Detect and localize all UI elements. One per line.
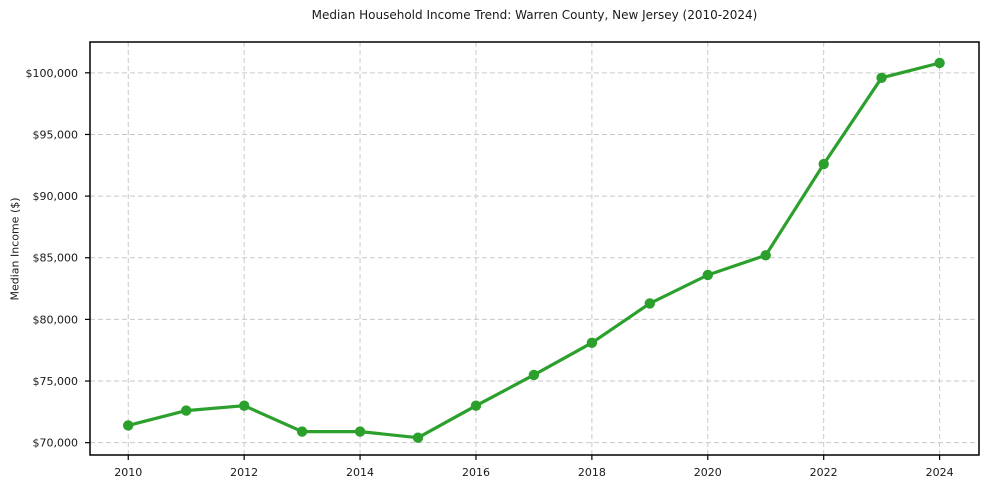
axes-frame [89,41,980,456]
x-tick-label: 2014 [346,466,374,479]
data-point-2018 [586,337,598,348]
x-tick-label: 2018 [578,466,606,479]
y-tick-label: $85,000 [33,252,79,265]
data-point-2023 [876,72,887,84]
data-point-2022 [818,158,829,170]
y-tick-label: $80,000 [33,313,79,326]
x-tick-label: 2016 [462,466,490,479]
data-point-2010 [123,420,134,431]
data-point-2014 [354,426,366,437]
data-point-2011 [181,405,192,416]
y-tick-label: $90,000 [33,190,79,203]
data-point-2015 [412,432,424,443]
data-point-2013 [296,426,308,437]
data-point-2021 [760,250,771,261]
x-tick-label: 2012 [230,466,258,479]
data-point-2019 [644,298,655,309]
data-point-2016 [470,400,482,411]
data-point-2012 [239,400,250,411]
data-point-2024 [934,57,945,69]
y-tick-label: $100,000 [26,67,79,80]
y-axis-label: Median Income ($) [8,197,22,301]
x-tick-label: 2010 [114,466,142,479]
data-point-2020 [702,269,713,281]
y-tick-label: $95,000 [33,128,79,141]
x-tick-label: 2022 [810,466,838,479]
y-tick-label: $75,000 [33,375,79,388]
data-point-2017 [528,369,540,381]
x-tick-label: 2024 [926,466,954,479]
x-tick-label: 2020 [694,466,722,479]
y-tick-label: $70,000 [33,437,79,450]
chart-title: Median Household Income Trend: Warren Co… [311,8,758,22]
